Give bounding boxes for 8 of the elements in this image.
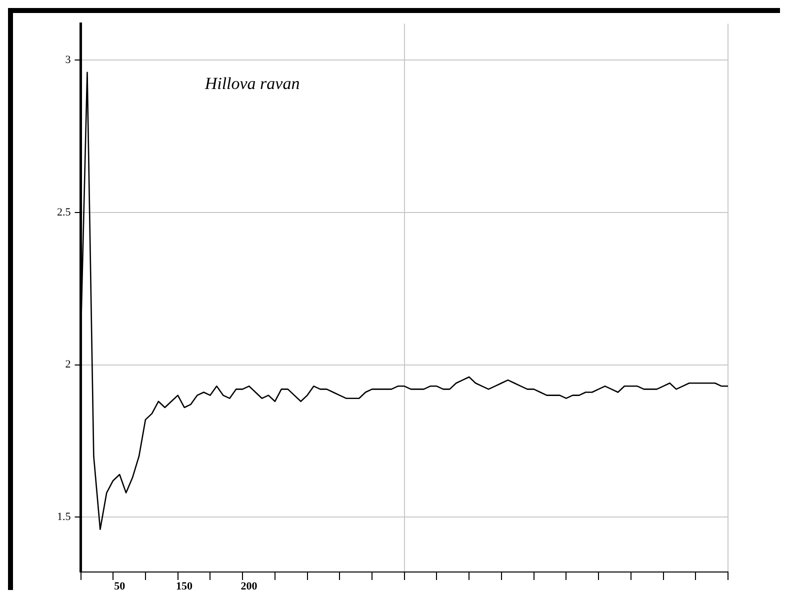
text: 50 <box>114 580 126 592</box>
text: 200 <box>240 580 258 592</box>
text: Hillova ravan <box>204 74 300 93</box>
text: 150 <box>176 580 194 592</box>
y-tick-label: 1.5 <box>57 511 72 524</box>
y-tick-label: 2.5 <box>57 206 72 218</box>
y-tick-label: 3 <box>65 54 72 66</box>
y-tick-label: 2 <box>65 358 71 371</box>
